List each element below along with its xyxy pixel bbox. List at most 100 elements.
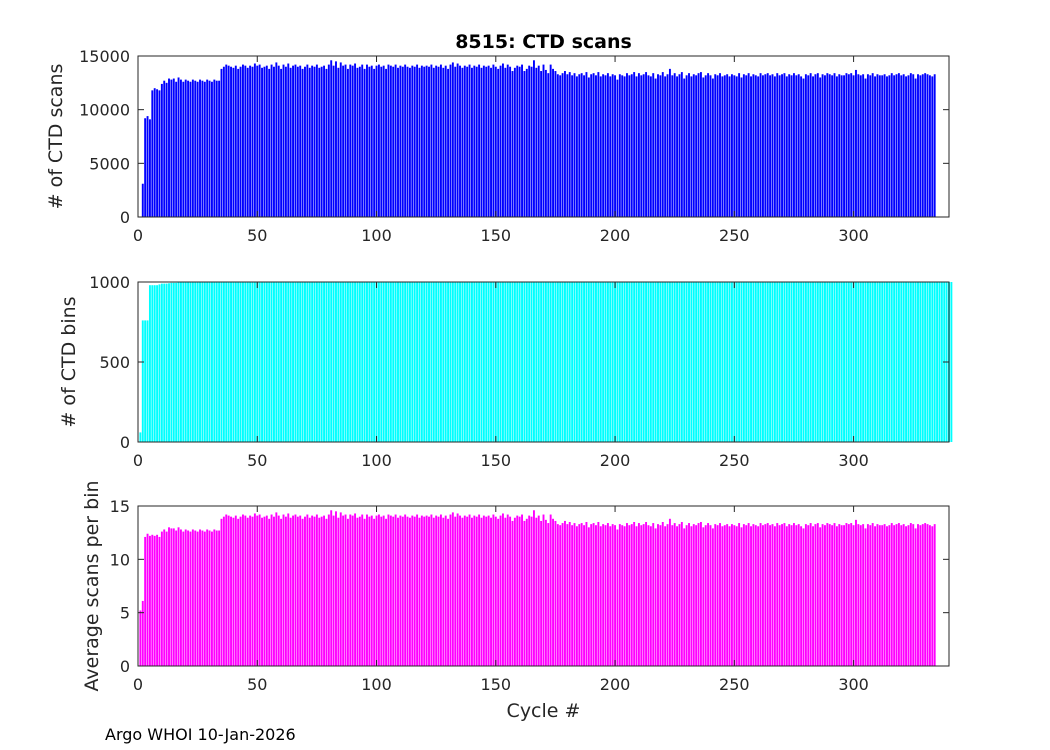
bar: [564, 282, 566, 442]
bar: [294, 282, 297, 442]
bar: [747, 73, 750, 217]
bar: [721, 526, 724, 666]
bar: [494, 66, 497, 217]
bar: [249, 515, 252, 666]
bar: [776, 523, 779, 666]
bar: [783, 523, 786, 666]
bar: [559, 525, 562, 666]
bar: [793, 523, 795, 666]
bar: [449, 282, 452, 442]
bar: [201, 530, 204, 666]
bar: [394, 282, 397, 442]
bar: [883, 282, 886, 442]
bar: [559, 282, 562, 442]
bar: [578, 524, 581, 666]
bar: [907, 75, 910, 217]
bar: [518, 516, 521, 666]
x-tick-label: 200: [600, 675, 631, 694]
y-tick-label: 500: [99, 353, 130, 372]
bar: [172, 528, 175, 666]
bar: [492, 64, 495, 217]
bar: [599, 282, 602, 442]
bar: [661, 72, 664, 217]
bar: [461, 67, 464, 217]
x-tick-label: 150: [481, 451, 512, 470]
bar: [595, 282, 597, 442]
bar: [218, 530, 221, 666]
bar: [470, 517, 473, 666]
bar: [859, 525, 862, 666]
bar: [559, 75, 562, 217]
bar: [208, 282, 211, 442]
bar: [628, 282, 631, 442]
bar: [273, 66, 275, 217]
bar: [831, 282, 834, 442]
bar: [366, 282, 368, 442]
bar: [494, 516, 497, 666]
bar: [666, 524, 669, 666]
bar: [738, 282, 741, 442]
bar: [380, 516, 383, 666]
bar: [676, 76, 679, 217]
bar: [394, 64, 397, 217]
bar: [473, 65, 476, 217]
bar: [707, 523, 710, 666]
bar: [487, 282, 490, 442]
chart-panel-ctd-scans: 0 50 100 150 200 250 300 0 5000 10000 15000 # of CT…: [45, 31, 950, 245]
bar: [222, 516, 225, 666]
bar: [544, 282, 547, 442]
bar: [213, 282, 216, 442]
bar: [685, 282, 688, 442]
bar: [511, 71, 514, 217]
bar: [645, 522, 648, 666]
bar: [163, 80, 166, 217]
bar: [475, 282, 478, 442]
bar: [179, 282, 182, 442]
bar: [766, 282, 769, 442]
bar: [342, 65, 345, 217]
bar: [139, 432, 142, 442]
bar: [184, 79, 187, 217]
bar: [642, 282, 645, 442]
bar: [900, 282, 903, 442]
bar: [215, 282, 218, 442]
bar: [699, 72, 702, 217]
bar: [816, 282, 819, 442]
bar: [475, 516, 478, 666]
bar: [843, 75, 845, 217]
bar: [895, 282, 898, 442]
bar: [883, 524, 886, 666]
bar: [416, 514, 419, 666]
bar: [790, 282, 793, 442]
bar: [645, 282, 648, 442]
bar: [210, 531, 213, 666]
bar: [874, 282, 877, 442]
bar: [564, 520, 566, 666]
bar: [530, 516, 533, 666]
bar: [335, 282, 337, 442]
bar: [664, 526, 667, 666]
bar: [902, 524, 905, 666]
bar: [926, 282, 929, 442]
bar: [325, 518, 328, 666]
bar: [814, 74, 817, 217]
bar: [435, 65, 438, 217]
bar: [585, 522, 588, 666]
bar: [535, 67, 538, 217]
bar: [699, 282, 702, 442]
bar: [160, 283, 163, 442]
bar: [284, 66, 287, 217]
bar: [428, 516, 430, 666]
bar: [709, 75, 712, 217]
x-tick-label: 200: [600, 451, 631, 470]
bar-series: [141, 60, 936, 218]
bar: [814, 524, 817, 666]
bar: [175, 282, 178, 442]
bar: [595, 525, 597, 666]
bar: [456, 513, 459, 666]
bar: [151, 285, 154, 442]
bar: [535, 282, 538, 442]
bar: [754, 75, 757, 217]
bar: [785, 282, 788, 442]
bar: [852, 525, 855, 666]
